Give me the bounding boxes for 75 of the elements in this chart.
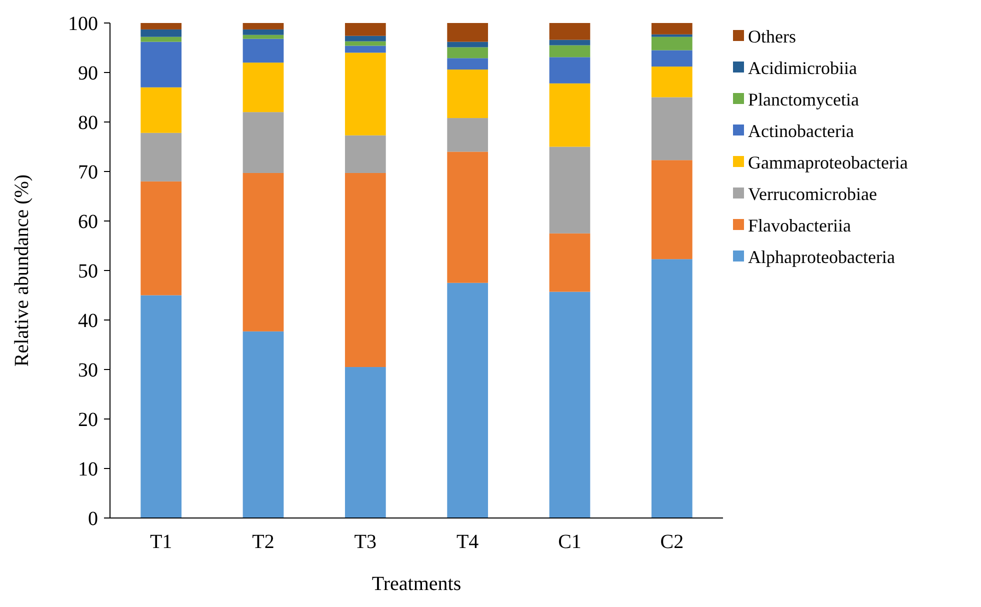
y-tick-label: 100 bbox=[68, 13, 98, 35]
legend-label: Verrucomicrobiae bbox=[748, 184, 877, 204]
bar bbox=[344, 23, 386, 36]
bar bbox=[549, 23, 590, 40]
legend-label: Others bbox=[748, 26, 796, 46]
bar bbox=[447, 23, 488, 42]
legend-label: Actinobacteria bbox=[748, 120, 854, 141]
bar bbox=[447, 58, 488, 70]
bar bbox=[549, 292, 590, 518]
bar bbox=[344, 172, 386, 368]
legend-label: Flavobacteriia bbox=[748, 215, 851, 236]
bar bbox=[140, 295, 182, 518]
x-tick-label: T2 bbox=[252, 531, 274, 553]
bar bbox=[242, 62, 284, 112]
bar bbox=[447, 152, 488, 283]
bar bbox=[242, 112, 284, 173]
bar bbox=[344, 367, 386, 518]
legend-label: Gammaproteobacteria bbox=[748, 152, 908, 172]
legend-label: Planctomycetia bbox=[748, 89, 859, 110]
bar bbox=[242, 38, 284, 63]
y-tick-label: 40 bbox=[78, 310, 98, 332]
bar bbox=[242, 331, 284, 518]
y-tick-label: 90 bbox=[78, 62, 98, 84]
y-tick-label: 0 bbox=[88, 508, 98, 530]
y-axis-title: Relative abundance (%) bbox=[11, 174, 33, 367]
bar bbox=[140, 29, 182, 37]
bar bbox=[344, 41, 386, 46]
bar bbox=[651, 34, 692, 37]
bar bbox=[549, 83, 590, 147]
bar bbox=[242, 34, 284, 39]
bar bbox=[447, 70, 488, 118]
bar bbox=[651, 97, 692, 160]
bar bbox=[549, 146, 590, 234]
bar bbox=[447, 282, 488, 518]
y-tick-label: 70 bbox=[78, 162, 98, 184]
y-tick-label: 20 bbox=[78, 409, 98, 431]
bar bbox=[344, 135, 386, 173]
bar bbox=[242, 23, 284, 30]
y-tick-label: 10 bbox=[78, 458, 98, 480]
bar bbox=[549, 40, 590, 46]
bar bbox=[549, 57, 590, 84]
bar bbox=[344, 52, 386, 136]
x-tick-label: T4 bbox=[456, 531, 479, 553]
bar bbox=[140, 132, 182, 182]
bar bbox=[447, 47, 488, 58]
bar bbox=[447, 118, 488, 152]
bar bbox=[651, 259, 692, 518]
x-tick-label: C1 bbox=[558, 531, 582, 553]
bar bbox=[140, 87, 182, 133]
y-tick-label: 80 bbox=[78, 112, 98, 134]
bar bbox=[140, 181, 182, 296]
bar bbox=[549, 45, 590, 58]
x-tick-label: T1 bbox=[150, 531, 172, 553]
bar bbox=[140, 36, 182, 42]
legend-label: Alphaproteobacteria bbox=[748, 246, 895, 267]
y-tick-label: 30 bbox=[78, 360, 98, 382]
y-tick-label: 60 bbox=[78, 211, 98, 233]
bar bbox=[242, 172, 284, 332]
bar bbox=[549, 233, 590, 292]
legend-label: Acidimicrobiia bbox=[748, 58, 857, 78]
x-axis-title: Treatments bbox=[372, 573, 462, 595]
y-tick-label: 50 bbox=[78, 260, 98, 282]
bar bbox=[242, 29, 284, 35]
bar bbox=[344, 36, 386, 42]
bar bbox=[344, 46, 386, 53]
x-tick-label: C2 bbox=[660, 531, 684, 553]
bar bbox=[651, 50, 692, 67]
bar bbox=[140, 42, 182, 88]
bar bbox=[651, 23, 692, 34]
bar bbox=[651, 160, 692, 260]
bar bbox=[651, 66, 692, 98]
bar bbox=[651, 36, 692, 50]
bar bbox=[140, 23, 182, 30]
x-tick-label: T3 bbox=[354, 531, 377, 553]
bar bbox=[447, 42, 488, 48]
